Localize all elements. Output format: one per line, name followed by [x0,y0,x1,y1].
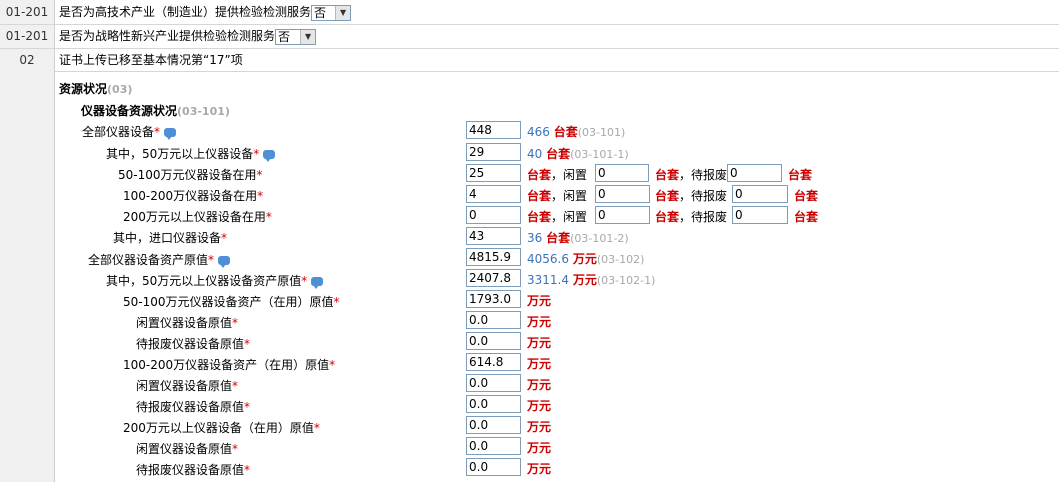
over50-equipment-input[interactable]: 29 [466,143,521,161]
resource-section: 资源状况(03) 仪器设备资源状况(03-101) 全部仪器设备* 448 4 6… [0,71,1059,482]
asset-over50-input[interactable]: 2407.8 [466,269,521,287]
r50-100-label: 50-100万元仪器设备在用* [118,168,263,182]
row-label: 是否为高技术产业（制造业）提供检验检测服务 [59,5,312,19]
row-label: 证书上传已移至基本情况第“17”项 [59,53,243,67]
asset-200-input[interactable]: 0.0 [466,416,521,434]
asset-all-input[interactable]: 4815.9 [466,248,521,266]
resource-title: 资源状况(03) [59,82,133,96]
asset-all-label: 全部仪器设备资产原值* [88,251,231,268]
asset-100-200-idle-input[interactable]: 0.0 [466,374,521,392]
asset-200-idle-label: 闲置仪器设备原值* [136,442,239,456]
comment-icon[interactable] [311,277,324,289]
over50-equipment-label: 其中，50万元以上仪器设备* [106,145,276,162]
r50-100-input[interactable]: 25 [466,164,521,182]
r100-200-idle-input[interactable]: 0 [595,185,650,203]
asset-200-label: 200万元以上仪器设备（在用）原值* [123,421,320,435]
comment-icon[interactable] [263,150,276,162]
equipment-subtitle: 仪器设备资源状况(03-101) [81,104,230,118]
all-equipment-label: 全部仪器设备* [82,123,177,140]
r100-200-label: 100-200万仪器设备在用* [123,189,264,203]
r50-100-idle-input[interactable]: 0 [595,164,649,182]
comment-icon[interactable] [164,128,177,140]
row-code: 02 [0,49,55,71]
form-row-high-tech: 01-201 是否为高技术产业（制造业）提供检验检测服务否 ▼ [0,0,1059,25]
asset-50-100-input[interactable]: 1793.0 [466,290,521,308]
asset-200-scrap-input[interactable]: 0.0 [466,458,521,476]
high-tech-select[interactable]: 否 ▼ [311,4,352,21]
asset-100-200-scrap-input[interactable]: 0.0 [466,395,521,413]
form-row-certificate: 02 证书上传已移至基本情况第“17”项 [0,49,1059,72]
r200-label: 200万元以上仪器设备在用* [123,210,272,224]
r200-idle-input[interactable]: 0 [595,206,650,224]
emerging-select[interactable]: 否 ▼ [275,28,317,45]
imported-input[interactable]: 43 [466,227,521,245]
asset-100-200-scrap-label: 待报废仪器设备原值* [136,400,251,414]
row-code: 01-201 [0,25,55,48]
r100-200-scrap-input[interactable]: 0 [732,185,788,203]
asset-50-100-idle-input[interactable]: 0.0 [466,311,521,329]
r200-scrap-input[interactable]: 0 [732,206,788,224]
chevron-down-icon: ▼ [300,29,316,44]
all-equipment-input[interactable]: 448 [466,121,521,139]
r100-200-input[interactable]: 4 [466,185,521,203]
asset-50-100-scrap-label: 待报废仪器设备原值* [136,337,251,351]
asset-100-200-idle-label: 闲置仪器设备原值* [136,379,239,393]
asset-200-scrap-label: 待报废仪器设备原值* [136,463,251,477]
asset-100-200-label: 100-200万仪器设备资产（在用）原值* [123,358,336,372]
row-code: 01-201 [0,0,55,24]
asset-50-100-scrap-input[interactable]: 0.0 [466,332,521,350]
asset-50-100-idle-label: 闲置仪器设备原值* [136,316,239,330]
form-row-emerging: 01-201 是否为战略性新兴产业提供检验检测服务否 ▼ [0,25,1059,49]
asset-200-idle-input[interactable]: 0.0 [466,437,521,455]
chevron-down-icon: ▼ [335,5,351,20]
row-label: 是否为战略性新兴产业提供检验检测服务 [59,29,276,43]
row-code-empty [0,71,55,482]
imported-label: 其中，进口仪器设备* [113,231,228,245]
asset-50-100-label: 50-100万元仪器设备资产（在用）原值* [123,295,340,309]
asset-100-200-input[interactable]: 614.8 [466,353,521,371]
asset-over50-label: 其中，50万元以上仪器设备资产原值* [106,272,324,289]
r50-100-scrap-input[interactable]: 0 [727,164,782,182]
comment-icon[interactable] [218,256,231,268]
r200-input[interactable]: 0 [466,206,521,224]
